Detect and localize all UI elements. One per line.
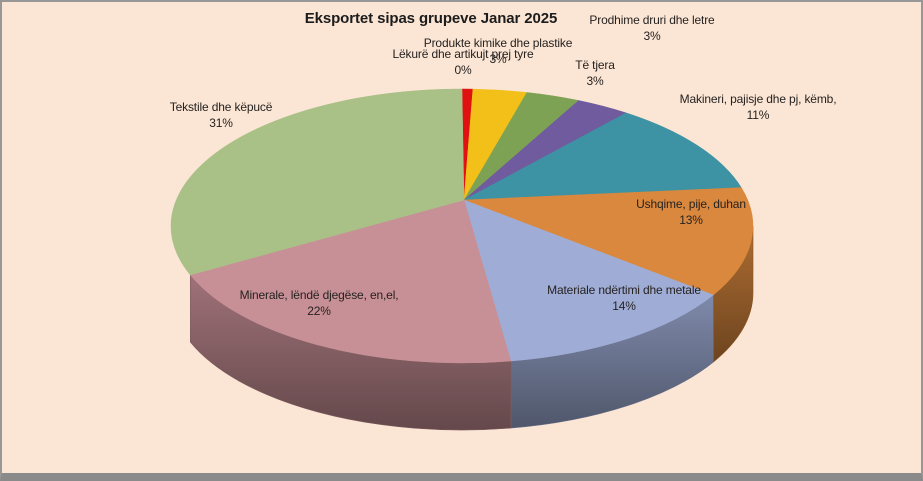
slice-label-percent: 0%	[454, 63, 472, 77]
chart-title: Eksportet sipas grupeve Janar 2025	[304, 10, 558, 27]
slice-label-text: Minerale, lëndë djegëse, en,el,	[239, 288, 399, 302]
slice-label-6: Materiale ndërtimi dhe metale 14%	[547, 282, 701, 314]
slice-label-1: Produkte kimike dhe plastike 3%	[424, 35, 573, 67]
slice-label-text: Materiale ndërtimi dhe metale	[547, 283, 701, 297]
slice-label-0: Lëkurë dhe artikujt prej tyre 0%	[392, 46, 533, 78]
slice-label-percent: 31%	[209, 116, 233, 130]
pie-chart-area: Eksportet sipas grupeve Janar 2025 Lëkur…	[2, 2, 921, 473]
slice-label-percent: 22%	[307, 304, 331, 318]
slice-label-text: Lëkurë dhe artikujt prej tyre	[392, 47, 534, 61]
slice-label-percent: 11%	[746, 108, 770, 122]
slice-label-7: Minerale, lëndë djegëse, en,el, 22%	[240, 287, 399, 319]
pie-slice-7	[189, 199, 512, 364]
slice-label-text: Ushqime, pije, duhan	[636, 197, 746, 211]
slice-label-5: Ushqime, pije, duhan 13%	[636, 196, 746, 228]
pie-slice-6	[463, 199, 714, 362]
slice-label-2: Prodhime druri dhe letre 3%	[589, 12, 714, 44]
slice-label-3: Të tjera 3%	[575, 57, 615, 89]
slice-label-text: Produkte kimike dhe plastike	[423, 36, 573, 50]
slice-label-4: Makineri, pajisje dhe pj, këmb, 11%	[680, 91, 837, 123]
pie-slice-4	[463, 112, 742, 201]
slice-label-percent: 3%	[489, 52, 507, 66]
pie-slice-8	[170, 88, 465, 276]
slice-label-percent: 13%	[679, 213, 703, 227]
slice-label-8: Tekstile dhe këpucë 31%	[170, 99, 273, 131]
slice-label-text: Prodhime druri dhe letre	[589, 13, 715, 27]
slice-label-percent: 3%	[586, 74, 604, 88]
slice-label-text: Të tjera	[575, 58, 615, 72]
pie-slice-5	[463, 187, 754, 296]
slice-label-text: Tekstile dhe këpucë	[169, 100, 273, 114]
slice-label-percent: 3%	[643, 29, 661, 43]
slice-label-text: Makineri, pajisje dhe pj, këmb,	[679, 92, 837, 106]
slice-label-percent: 14%	[612, 299, 636, 313]
